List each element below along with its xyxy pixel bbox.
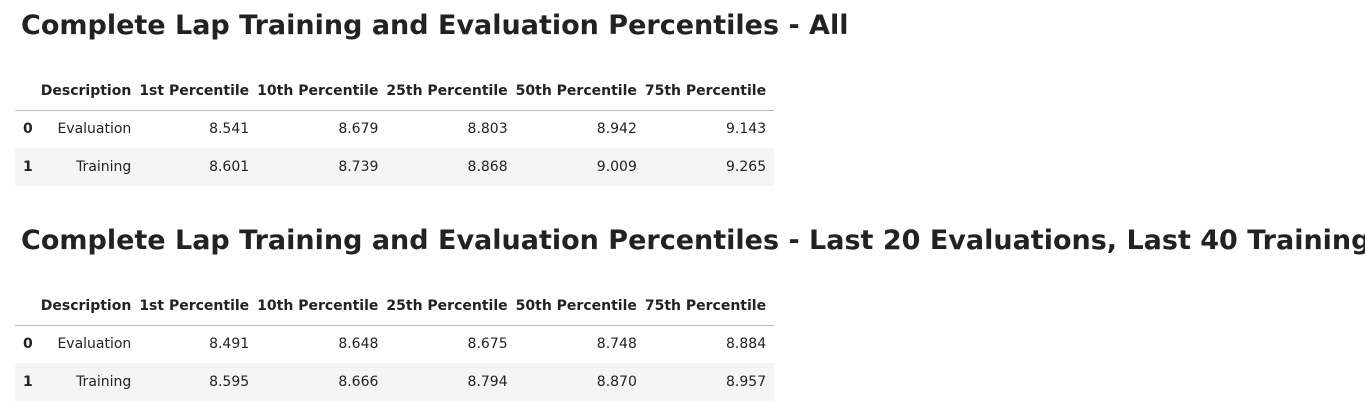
section-title: Complete Lap Training and Evaluation Per… [21, 10, 849, 41]
table-cell: 8.601 [209, 159, 250, 175]
table-cell: 8.884 [726, 336, 767, 353]
table-row: 0 Evaluation 8.491 8.648 8.675 8.748 8.884 [15, 325, 774, 363]
percentile-table: Description 1st Percentile 10th Percentile… [15, 287, 775, 401]
table-cell: 8.868 [467, 159, 508, 175]
table-row: 1 Training 8.601 8.739 8.868 9.009 9.265 [15, 148, 775, 186]
table-cell: 9.265 [726, 159, 767, 175]
column-header: Description [40, 287, 140, 326]
table-cell: 8.595 [209, 374, 250, 390]
table-cell: 8.803 [467, 121, 508, 138]
row-index: 0 [23, 121, 33, 138]
table-cell: 8.666 [338, 374, 379, 390]
table-cell: 8.739 [338, 159, 379, 175]
column-header: 25th Percentile [386, 72, 516, 111]
table-cell: Evaluation [57, 336, 132, 353]
column-header: 1st Percentile [139, 72, 258, 111]
percentile-table: Description 1st Percentile 10th Percentile… [15, 72, 775, 186]
row-index: 1 [23, 374, 33, 390]
table-body: 0 Evaluation 8.491 8.648 8.675 8.748 8.884 1 Tra… [15, 325, 775, 401]
table-cell: 8.491 [209, 336, 250, 353]
header-row: Description 1st Percentile 10th Percentile… [15, 72, 775, 111]
table-row: 0 Evaluation 8.541 8.679 8.803 8.942 9.143 [15, 110, 774, 148]
table-cell: 8.541 [209, 121, 250, 138]
table-head: Description 1st Percentile 10th Percentile… [15, 72, 775, 111]
table-cell: 8.748 [596, 336, 637, 353]
table-cell: Training [76, 159, 132, 175]
table-cell: 8.942 [596, 121, 637, 138]
table-cell: 8.794 [467, 374, 508, 390]
table-cell: 8.870 [596, 374, 637, 390]
table-body: 0 Evaluation 8.541 8.679 8.803 8.942 9.143 1 Tra… [15, 110, 775, 186]
table-cell: 8.675 [467, 336, 508, 353]
column-header: 75th Percentile [644, 72, 775, 111]
row-index: 1 [23, 159, 33, 175]
table-row: 1 Training 8.595 8.666 8.794 8.870 8.957 [15, 363, 775, 401]
table-head: Description 1st Percentile 10th Percentile… [15, 287, 775, 326]
table-cell: 8.648 [338, 336, 379, 353]
column-header: 50th Percentile [515, 72, 645, 111]
index-header [15, 287, 41, 326]
column-header: 25th Percentile [386, 287, 516, 326]
column-header: Description [40, 72, 140, 111]
table-cell: Training [76, 374, 132, 390]
section-title: Complete Lap Training and Evaluation Per… [21, 225, 1365, 256]
table-cell: 8.957 [726, 374, 767, 390]
column-header: 1st Percentile [139, 287, 258, 326]
column-header: 50th Percentile [515, 287, 645, 326]
column-header: 75th Percentile [644, 287, 775, 326]
column-header: 10th Percentile [257, 72, 387, 111]
header-row: Description 1st Percentile 10th Percentile… [15, 287, 775, 326]
index-header [15, 72, 41, 111]
table-cell: 9.143 [726, 121, 767, 138]
table-cell: 8.679 [338, 121, 379, 138]
table-cell: Evaluation [57, 121, 132, 138]
table-cell: 9.009 [596, 159, 637, 175]
row-index: 0 [23, 336, 33, 353]
column-header: 10th Percentile [257, 287, 387, 326]
